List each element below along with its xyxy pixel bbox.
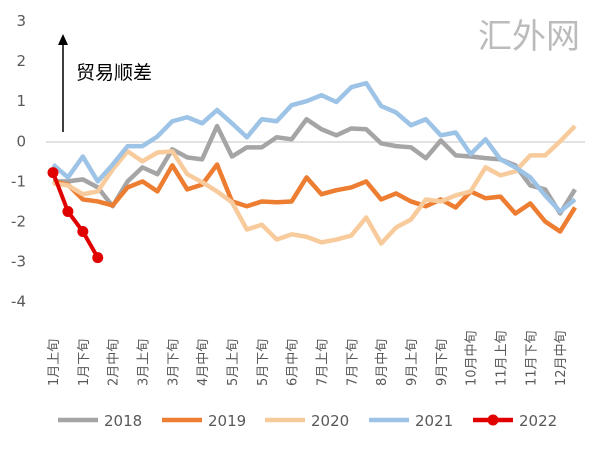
watermark: 汇外网 <box>478 17 580 57</box>
x-tick-label: 3月上旬 <box>136 339 151 386</box>
legend-item-2019: 2019 <box>162 412 246 430</box>
y-tick-label: -4 <box>11 293 26 311</box>
series-line-2018 <box>53 116 577 216</box>
x-tick-label: 7月下旬 <box>345 339 360 386</box>
x-tick-label: 9月下旬 <box>435 339 450 386</box>
x-tick-label: 7月上旬 <box>315 339 330 386</box>
legend-label: 2020 <box>311 412 349 430</box>
legend-label: 2019 <box>208 412 246 430</box>
x-tick-label: 6月中旬 <box>286 339 301 386</box>
data-point-2022 <box>47 167 59 179</box>
data-point-2022 <box>77 226 89 238</box>
x-tick-label: 9月上旬 <box>405 339 420 386</box>
series-line-2022 <box>51 171 100 259</box>
x-tick-label: 12月中旬 <box>554 330 569 386</box>
series-line-2021 <box>51 80 577 214</box>
annotation-arrow <box>58 34 68 132</box>
y-tick-label: -2 <box>11 213 26 231</box>
legend-marker <box>487 414 499 426</box>
x-tick-label: 5月上旬 <box>226 339 241 386</box>
x-tick-label: 4月中旬 <box>196 339 211 386</box>
legend-label: 2018 <box>104 412 142 430</box>
y-tick-label: 1 <box>16 92 26 110</box>
x-tick-label: 5月下旬 <box>256 339 271 386</box>
x-tick-label: 8月中旬 <box>375 339 390 386</box>
x-tick-label: 11月下旬 <box>524 330 539 386</box>
y-tick-label: 2 <box>16 52 26 70</box>
x-tick-label: 10月中旬 <box>465 330 480 386</box>
legend-item-2020: 2020 <box>265 412 349 430</box>
y-tick-label: -3 <box>11 253 26 271</box>
y-tick-label: 0 <box>16 132 26 150</box>
x-tick-label: 2月中旬 <box>107 339 122 386</box>
legend-item-2022: 2022 <box>473 412 557 430</box>
y-tick-label: 3 <box>16 12 26 30</box>
legend-item-2018: 2018 <box>58 412 142 430</box>
series-line-2020 <box>52 124 577 246</box>
legend-label: 2021 <box>415 412 453 430</box>
x-tick-label: 1月下旬 <box>77 339 92 386</box>
legend-item-2021: 2021 <box>369 412 453 430</box>
annotation-label: 贸易顺差 <box>76 62 152 84</box>
data-point-2022 <box>62 205 74 217</box>
x-tick-label: 3月下旬 <box>166 339 181 386</box>
series-line-2019 <box>52 162 577 234</box>
data-point-2022 <box>92 252 104 264</box>
x-tick-label: 11月上旬 <box>494 330 509 386</box>
legend-label: 2022 <box>519 412 557 430</box>
y-tick-label: -1 <box>11 172 26 190</box>
x-tick-label: 1月上旬 <box>47 339 62 386</box>
